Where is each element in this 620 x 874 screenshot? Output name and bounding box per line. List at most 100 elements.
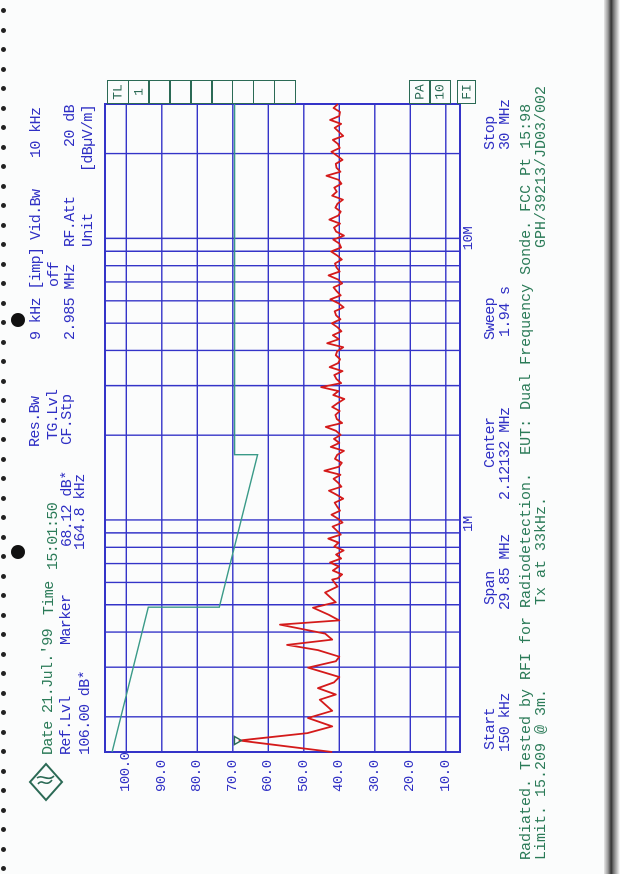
- binder-hole: [1, 300, 6, 306]
- limit-line: [111, 104, 259, 753]
- binder-hole: [1, 47, 6, 52]
- measurement-trace: [238, 103, 346, 753]
- binder-hole: [1, 261, 6, 267]
- res-bw-value: 9 kHz [imp]: [28, 247, 45, 340]
- binder-hole: [1, 827, 6, 832]
- rf-att-label: RF.Att: [62, 196, 79, 247]
- binder-hole: [1, 27, 6, 33]
- cf-stp-value: 2.985 MHz: [62, 264, 79, 340]
- binder-hole: [1, 320, 6, 325]
- binder-hole: [1, 768, 6, 774]
- binder-hole: [1, 417, 6, 423]
- binder-hole: [1, 242, 6, 247]
- binder-hole: [1, 612, 6, 618]
- time-label: Time: [41, 581, 58, 615]
- binder-hole: [1, 125, 6, 130]
- start-label: Start: [482, 707, 499, 750]
- vid-bw-value: 10 kHz: [28, 107, 45, 158]
- binder-hole: [1, 573, 6, 579]
- binder-hole: [1, 359, 6, 364]
- binder-hole: [1, 8, 6, 13]
- stop-value: 30 MHz: [497, 99, 514, 150]
- binder-hole: [1, 690, 6, 696]
- binder-hole: [1, 66, 6, 72]
- test-note: Radiated. Tested by RFI for Radiodetecti…: [518, 103, 535, 860]
- binder-hole: [1, 437, 6, 442]
- binder-hole: [1, 378, 6, 384]
- binder-hole: [1, 86, 6, 91]
- binder-hole: [1, 144, 6, 150]
- binder-hole: [1, 710, 6, 715]
- center-label: Center: [482, 417, 499, 468]
- y-tick-label: 20.0: [402, 760, 419, 792]
- status-box: 10: [429, 80, 451, 104]
- date-label: Date: [40, 721, 57, 755]
- binder-hole: [1, 183, 6, 189]
- unit-value: [dBµV/m]: [80, 104, 97, 172]
- binder-hole: [1, 632, 6, 637]
- binder-hole: [1, 729, 6, 735]
- limit-line-path: [111, 104, 259, 753]
- y-tick-label: 90.0: [153, 760, 170, 792]
- punch-hole: [11, 313, 25, 327]
- binder-hole: [1, 105, 6, 111]
- rohde-schwarz-logo: [28, 762, 64, 802]
- plot-frame: [104, 103, 461, 753]
- start-value: 150 kHz: [497, 693, 514, 752]
- sweep-value: 1.94 s: [497, 286, 514, 337]
- binder-hole: [1, 866, 6, 871]
- binder-hole: [1, 339, 6, 345]
- marker: [233, 735, 243, 746]
- plot-grid: [104, 103, 461, 753]
- ref-lvl-label: Ref.Lvl: [58, 696, 75, 755]
- binder-hole: [1, 554, 6, 559]
- marker-freq: 164.8 kHz: [72, 474, 89, 550]
- vid-bw-label: Vid.Bw: [28, 189, 45, 240]
- y-tick-label: 80.0: [189, 760, 206, 792]
- binder-hole: [1, 398, 6, 403]
- tg-lvl-value: off: [46, 261, 63, 287]
- rf-att-value: 20 dB: [62, 104, 79, 147]
- y-tick-label: 60.0: [260, 760, 277, 792]
- x-tick-label: 10M: [461, 226, 477, 251]
- binder-hole: [1, 222, 6, 228]
- res-bw-label: Res.Bw: [27, 396, 44, 447]
- marker-label: Marker: [58, 594, 75, 645]
- status-box-fi: FI: [457, 80, 476, 104]
- stop-label: Stop: [482, 116, 499, 150]
- binder-hole: [1, 515, 6, 520]
- x-tick-label: 1M: [461, 516, 477, 532]
- binder-hole: [1, 476, 6, 481]
- binder-hole: [1, 846, 6, 852]
- status-box: [274, 80, 296, 104]
- trace-path: [238, 103, 346, 753]
- binder-hole: [1, 203, 6, 208]
- tx-note: Tx at 33kHz.: [533, 496, 550, 605]
- sweep-label: Sweep: [482, 297, 499, 340]
- span-label: Span: [482, 571, 499, 605]
- binder-hole: [1, 593, 6, 598]
- y-tick-label: 30.0: [366, 760, 383, 792]
- marker-triangle-icon: [233, 735, 243, 746]
- binder-hole: [1, 671, 6, 676]
- y-tick-label: 40.0: [331, 760, 348, 792]
- page-edge-shadow: [604, 0, 620, 874]
- punch-hole: [11, 545, 25, 559]
- binder-hole: [1, 807, 6, 813]
- limit-note: Limit. 15.209 @ 3m.: [533, 688, 550, 860]
- binder-hole: [1, 456, 6, 462]
- y-tick-label: 100.0: [118, 752, 135, 792]
- binder-hole: [1, 281, 6, 286]
- binder-hole: [1, 788, 6, 793]
- center-value: 2.12132 MHz: [497, 407, 514, 500]
- y-tick-label: 70.0: [224, 760, 241, 792]
- binder-hole: [1, 534, 6, 540]
- date-value: 21.Jul.'99: [40, 628, 57, 713]
- cf-stp-label: CF.Stp: [59, 394, 76, 445]
- reference-note: GPH/39213/JD03/002: [533, 85, 550, 248]
- binder-hole: [1, 495, 6, 501]
- binder-hole: [1, 164, 6, 169]
